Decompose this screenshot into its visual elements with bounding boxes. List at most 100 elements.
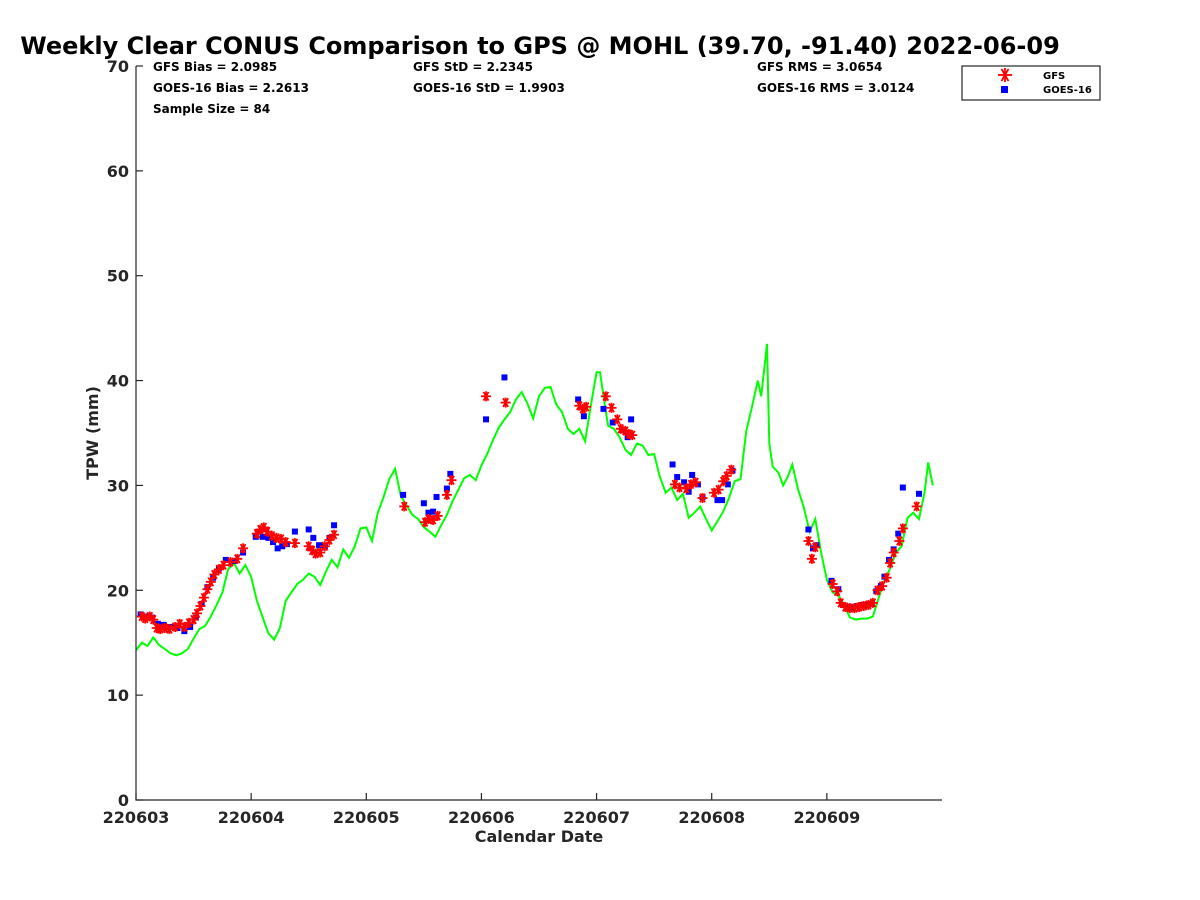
x-tick-label: 220607 [563,808,630,827]
goes16-point [259,533,266,540]
goes16-point [265,534,272,541]
goes-bias-stat: GOES-16 Bias = 2.2613 [153,81,309,95]
goes16-point [674,474,681,481]
goes16-point [600,405,607,412]
legend-goes-marker [1001,86,1008,93]
goes16-point [609,419,616,426]
gfs-point [881,572,892,583]
y-tick-label: 60 [107,162,129,181]
series-layer [135,343,934,657]
goes16-point [899,484,906,491]
goes16-point [689,471,696,478]
goes16-point [400,491,407,498]
gfs-point [195,601,206,612]
goes16-point [839,601,846,608]
gfs-point [806,553,817,564]
gfs-point [432,510,443,521]
x-axis-ticks: 220603 220604 220605 220606 220607 220608 2206… [103,793,860,827]
goes16-point [331,522,338,529]
goes16-point [232,557,239,564]
gfs-point [198,592,209,603]
goes16-point [724,481,731,488]
gfs-point [803,536,814,547]
gfs-point [481,391,492,402]
gfs-point [581,401,592,412]
gfs-point [600,391,611,402]
goes16-point [483,416,490,423]
gfs-point [674,482,685,493]
goes16-point [305,526,312,533]
goes16-point [192,614,199,621]
y-tick-label: 70 [107,57,129,76]
y-tick-label: 20 [107,581,129,600]
gfs-point [911,501,922,512]
goes16-point [443,485,450,492]
gfs-point [289,538,300,549]
gfs-point [627,430,638,441]
goes16-point [628,416,635,423]
gfs-point [726,464,737,475]
goes16-point [187,623,194,630]
goes16-point [425,509,432,516]
goes16-point [291,528,298,535]
x-axis-label: Calendar Date [475,827,604,846]
goes16-point [222,556,229,563]
gfs-std-stat: GFS StD = 2.2345 [413,60,533,74]
y-axis-label: TPW (mm) [83,386,102,480]
y-axis-ticks: 0 10 20 30 40 50 60 70 [107,57,143,810]
goes16-point [714,497,721,504]
gfs-point [500,397,511,408]
gfs-point [441,489,452,500]
gfs-point [280,537,291,548]
stats-block: GFS Bias = 2.0985 GOES-16 Bias = 2.2613 … [153,60,914,116]
gfs-point [232,553,243,564]
goes16-point [681,479,688,486]
gfs-point [877,581,888,592]
gfs-point [894,536,905,547]
y-tick-label: 40 [107,372,129,391]
goes16-point [316,542,323,549]
goes16-point [270,539,277,546]
goes16-point [420,500,427,507]
gfs-point [885,558,896,569]
gfs-point [897,523,908,534]
goes16-point [501,374,508,381]
goes16-point [858,601,865,608]
gfs-point [324,534,335,545]
goes16-point [279,543,286,550]
x-tick-label: 220604 [218,808,285,827]
y-tick-label: 30 [107,476,129,495]
gfs-point [606,402,617,413]
legend-box [961,65,1101,101]
goes16-point [447,470,454,477]
legend-gfs-marker [998,68,1012,82]
goes16-point [274,545,281,552]
gfs-point [446,475,457,486]
gfs-point [810,542,821,553]
gfs-point [329,529,340,540]
sample-size-stat: Sample Size = 84 [153,102,270,116]
x-tick-label: 220606 [448,808,515,827]
gfs-point [827,578,838,589]
x-tick-label: 220608 [678,808,745,827]
goes16-point [895,530,902,537]
goes16-point [580,413,587,420]
y-tick-label: 10 [107,686,129,705]
gfs-bias-stat: GFS Bias = 2.0985 [153,60,277,74]
y-tick-label: 0 [118,791,129,810]
goes16-point [915,490,922,497]
goes16-point [154,620,161,627]
y-tick-label: 50 [107,267,129,286]
gfs-point [612,414,623,425]
legend: GFS GOES-16 [961,65,1101,101]
goes16-point [810,545,817,552]
legend-goes-label: GOES-16 [1043,85,1092,96]
legend-gfs-label: GFS [1043,71,1065,82]
gfs-point [209,569,220,580]
goes-std-stat: GOES-16 StD = 1.9903 [413,81,565,95]
gfs-point [225,556,236,567]
gfs-point [164,624,175,635]
goes16-point [575,396,582,403]
legend-gfs-asterisk [998,68,1012,82]
